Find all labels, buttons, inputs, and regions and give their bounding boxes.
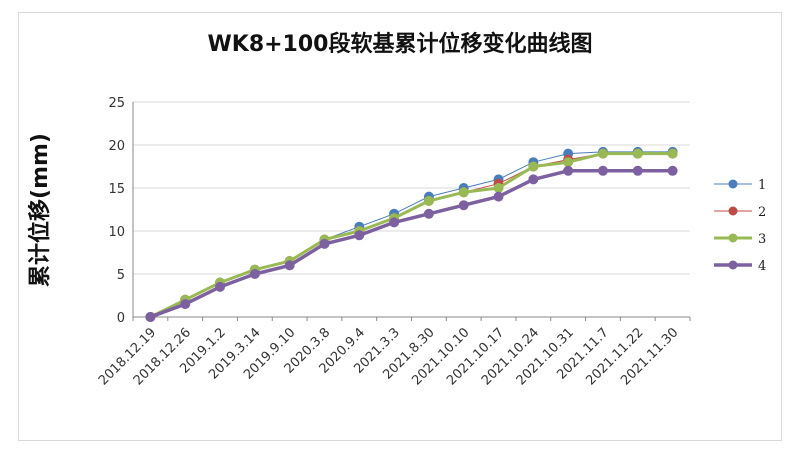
data-point xyxy=(493,183,504,193)
series-line xyxy=(149,169,673,319)
data-point xyxy=(389,217,400,228)
legend: 1 2 3 4 xyxy=(714,178,766,274)
series-2 xyxy=(145,148,678,322)
legend-swatch-marker xyxy=(728,260,738,270)
data-point xyxy=(284,260,295,271)
series-4 xyxy=(145,165,678,322)
data-point xyxy=(493,191,504,202)
y-tick-label: 15 xyxy=(108,182,125,197)
series-lines xyxy=(145,146,678,322)
data-point xyxy=(458,200,469,211)
data-point xyxy=(597,148,608,159)
y-tick-label: 25 xyxy=(108,96,125,111)
data-point xyxy=(563,165,574,176)
data-point xyxy=(563,157,574,168)
series-line xyxy=(150,151,673,318)
legend-item-3: 3 xyxy=(714,232,766,247)
data-point xyxy=(597,165,608,176)
x-tick-labels: 2018.12.192018.12.262019.1.22019.3.14201… xyxy=(96,325,681,388)
data-point xyxy=(458,187,469,198)
chart-area xyxy=(18,12,782,441)
data-point xyxy=(354,230,365,241)
y-tick-labels: 0 5 10 15 20 25 xyxy=(108,96,125,326)
data-point xyxy=(528,161,539,172)
data-point xyxy=(319,238,330,249)
data-point xyxy=(667,148,678,159)
legend-swatch-marker xyxy=(728,179,738,189)
grid-lines xyxy=(132,101,691,321)
data-point xyxy=(180,299,191,310)
y-tick-label: 5 xyxy=(117,268,125,283)
series-line xyxy=(149,152,673,319)
legend-label: 1 xyxy=(758,178,766,193)
legend-item-4: 4 xyxy=(714,259,766,274)
y-tick-label: 0 xyxy=(117,311,125,326)
data-point xyxy=(632,148,643,159)
legend-item-1: 1 xyxy=(714,178,766,193)
series-1 xyxy=(145,146,678,322)
series-line xyxy=(150,153,673,318)
legend-label: 3 xyxy=(758,232,766,247)
data-point xyxy=(249,269,260,279)
legend-item-2: 2 xyxy=(714,205,766,220)
data-point xyxy=(423,208,434,219)
series-3 xyxy=(145,148,678,322)
legend-swatch-marker xyxy=(728,206,738,216)
data-point xyxy=(145,312,156,322)
data-point xyxy=(667,165,678,176)
data-point xyxy=(632,165,643,176)
legend-label: 2 xyxy=(758,205,766,220)
y-tick-label: 20 xyxy=(108,139,125,154)
y-tick-label: 10 xyxy=(108,225,125,240)
chart-title: WK8+100段软基累计位移变化曲线图 xyxy=(207,32,593,57)
data-point xyxy=(528,174,539,185)
legend-swatch-marker xyxy=(728,233,738,243)
data-point xyxy=(423,195,434,206)
legend-label: 4 xyxy=(758,259,766,274)
data-point xyxy=(215,281,226,292)
